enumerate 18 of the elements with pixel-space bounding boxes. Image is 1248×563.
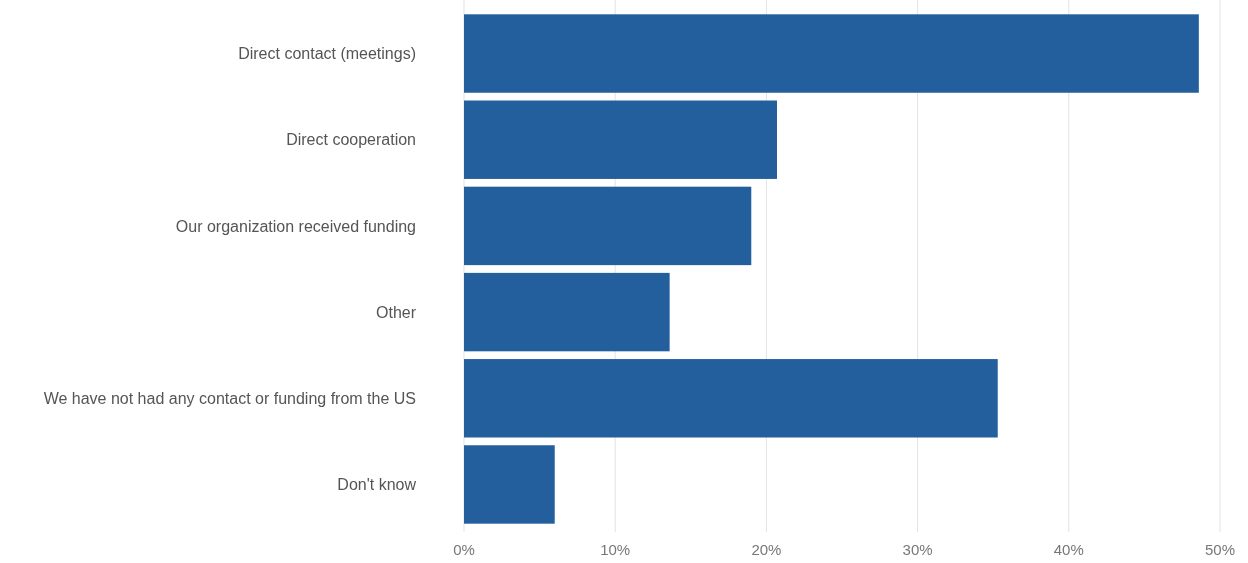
x-tick-label: 50% (1204, 541, 1236, 558)
bar (464, 186, 752, 266)
x-tick-label: 10% (600, 541, 631, 558)
bar (464, 14, 1199, 93)
x-tick-label: 40% (1053, 541, 1084, 558)
bar (464, 272, 670, 352)
y-tick-label: Don't know (337, 476, 417, 494)
y-tick-label: Our organization received funding (175, 217, 416, 235)
x-tick-label: 30% (902, 541, 933, 558)
x-tick-label: 20% (751, 541, 782, 558)
bar (464, 100, 777, 179)
y-tick-label: Direct contact (meetings) (238, 45, 416, 63)
y-tick-label: We have not had any contact or funding from the US (43, 389, 416, 407)
x-tick-label: 0% (453, 541, 475, 558)
y-tick-label: Other (375, 303, 417, 321)
bar (464, 445, 555, 524)
y-tick-label: Direct cooperation (286, 131, 416, 149)
bar (464, 359, 998, 438)
